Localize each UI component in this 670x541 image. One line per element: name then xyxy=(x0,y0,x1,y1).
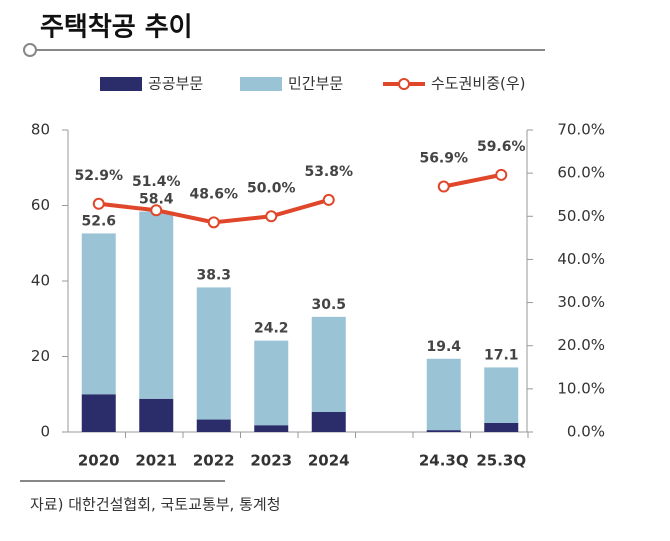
line-point xyxy=(437,180,450,193)
y2-tick-label: 10.0% xyxy=(557,379,605,397)
y2-tick-label: 50.0% xyxy=(557,207,605,225)
y-tick-label: 40 xyxy=(31,272,50,290)
total-label: 30.5 xyxy=(311,297,346,313)
total-label: 52.6 xyxy=(81,213,116,229)
chart-title: 주택착공 추이 xyxy=(40,13,193,43)
line-point xyxy=(322,193,335,206)
x-tick-label: 2022 xyxy=(193,452,235,470)
bar xyxy=(426,430,461,432)
line-label: 56.9% xyxy=(419,151,468,167)
y2-tick-label: 60.0% xyxy=(557,164,605,182)
bar xyxy=(426,358,461,431)
bar xyxy=(139,398,174,432)
line-point xyxy=(495,168,508,181)
legend-swatch xyxy=(240,77,282,91)
x-tick-label: 2020 xyxy=(78,452,120,470)
x-tick-label: 2021 xyxy=(135,452,177,470)
title-dot xyxy=(23,43,37,57)
legend-swatch xyxy=(100,77,142,91)
y2-tick-label: 20.0% xyxy=(557,336,605,354)
bar xyxy=(196,419,231,432)
line-point xyxy=(150,204,163,217)
bar xyxy=(311,316,346,412)
line-label: 50.0% xyxy=(247,180,296,196)
y2-tick-label: 30.0% xyxy=(557,293,605,311)
legend-label: 수도권비중(우) xyxy=(431,75,526,93)
line-point xyxy=(265,210,278,223)
bar xyxy=(139,211,174,399)
line-label: 59.6% xyxy=(477,139,526,155)
total-label: 17.1 xyxy=(484,347,519,363)
y2-tick-label: 0.0% xyxy=(567,423,605,441)
y-tick-label: 0 xyxy=(40,423,50,441)
y-tick-label: 80 xyxy=(31,121,50,139)
x-tick-label: 2023 xyxy=(250,452,292,470)
bar xyxy=(81,394,116,432)
y-tick-label: 60 xyxy=(31,196,50,214)
line-point xyxy=(207,216,220,229)
x-tick-label: 24.3Q xyxy=(419,452,469,470)
bar xyxy=(311,411,346,432)
line-point xyxy=(92,197,105,210)
line-label: 48.6% xyxy=(189,186,238,202)
total-label: 19.4 xyxy=(426,339,461,355)
x-tick-label: 2024 xyxy=(308,452,350,470)
source: 자료) 대한건설협회, 국토교통부, 통계청 xyxy=(30,496,281,514)
line xyxy=(443,172,502,189)
total-label: 58.4 xyxy=(139,192,174,208)
total-label: 24.2 xyxy=(254,321,289,337)
line-label: 53.8% xyxy=(304,164,353,180)
bar xyxy=(196,287,231,420)
bar xyxy=(81,233,116,395)
line-label: 52.9% xyxy=(74,168,123,184)
line-label: 51.4% xyxy=(132,174,181,190)
y2-tick-label: 40.0% xyxy=(557,250,605,268)
legend-label: 민간부문 xyxy=(288,75,343,93)
bar xyxy=(484,422,519,432)
legend-label: 공공부문 xyxy=(148,75,203,93)
bar xyxy=(484,367,519,423)
y-tick-label: 20 xyxy=(31,347,50,365)
x-tick-label: 25.3Q xyxy=(476,452,526,470)
y2-tick-label: 70.0% xyxy=(557,121,605,139)
total-label: 38.3 xyxy=(196,267,231,283)
bar xyxy=(254,425,289,432)
bar xyxy=(254,340,289,426)
legend-marker xyxy=(398,78,410,90)
